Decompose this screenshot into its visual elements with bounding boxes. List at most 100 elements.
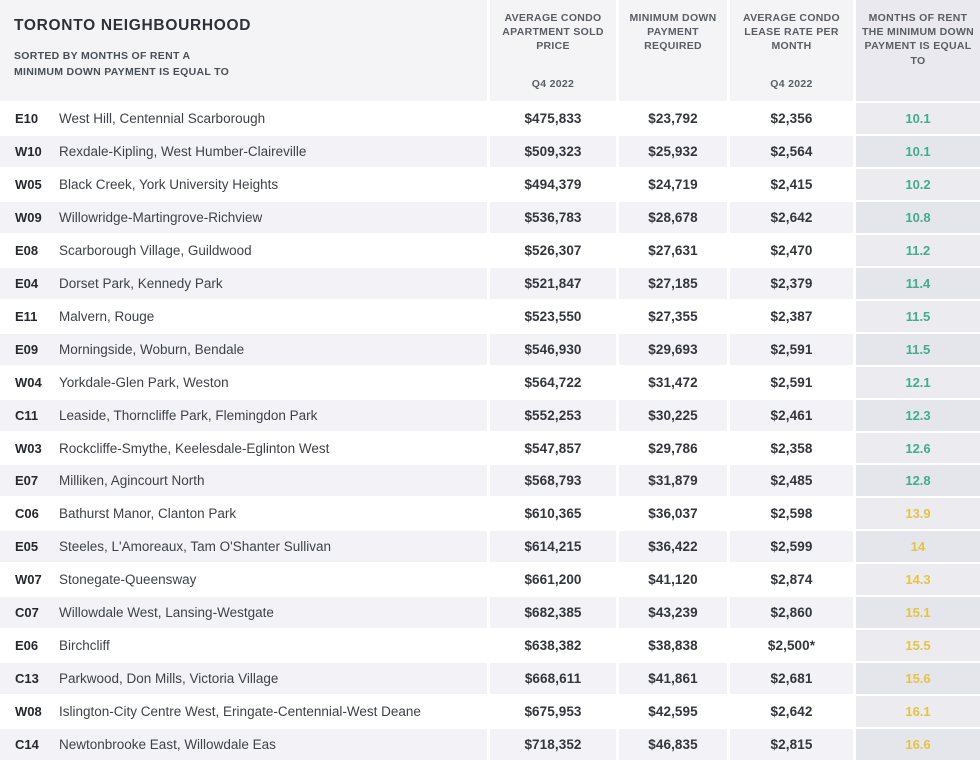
down-payment-cell: $27,355	[619, 300, 727, 332]
table-row: W08 Islington-City Centre West, Eringate…	[0, 696, 980, 728]
lease-rate-cell: $2,642	[730, 696, 853, 728]
down-payment-cell: $28,678	[619, 201, 727, 233]
header-months-of-rent: MONTHS OF RENT THE MINIMUM DOWN PAYMENT …	[856, 0, 980, 101]
sold-price-cell: $526,307	[490, 234, 616, 266]
neighbourhood-cell: W04 Yorkdale-Glen Park, Weston	[0, 366, 487, 398]
down-payment-cell: $30,225	[619, 399, 727, 431]
sold-price-cell: $638,382	[490, 630, 616, 662]
neighbourhood-name: Willowridge-Martingrove-Richview	[59, 209, 263, 225]
neighbourhood-name: Malvern, Rouge	[59, 308, 155, 324]
sold-price-cell: $668,611	[490, 663, 616, 695]
down-payment-cell: $31,879	[619, 465, 727, 497]
table-row: E10 West Hill, Centennial Scarborough $4…	[0, 103, 980, 134]
table-subtitle: SORTED BY MONTHS OF RENT A MINIMUM DOWN …	[14, 48, 477, 81]
sold-price-cell: $718,352	[490, 729, 616, 760]
district-code: C07	[15, 605, 39, 621]
neighbourhood-cell: E07 Milliken, Agincourt North	[0, 465, 487, 497]
neighbourhood-name: Parkwood, Don Mills, Victoria Village	[59, 671, 279, 687]
lease-rate-cell: $2,591	[730, 366, 853, 398]
months-of-rent-cell: 15.6	[856, 663, 980, 695]
table-row: C07 Willowdale West, Lansing-Westgate $6…	[0, 597, 980, 629]
sold-price-cell: $568,793	[490, 465, 616, 497]
neighbourhood-name: Black Creek, York University Heights	[59, 176, 279, 192]
table-title: TORONTO NEIGHBOURHOOD	[14, 17, 252, 34]
table-row: C11 Leaside, Thorncliffe Park, Flemingdo…	[0, 399, 980, 431]
sold-price-cell: $521,847	[490, 267, 616, 299]
sold-price-cell: $547,857	[490, 432, 616, 464]
sold-price-cell: $682,385	[490, 597, 616, 629]
months-of-rent-cell: 12.3	[856, 399, 980, 431]
down-payment-cell: $41,120	[619, 564, 727, 596]
district-code: W09	[15, 209, 42, 225]
neighbourhood-cell: W05 Black Creek, York University Heights	[0, 168, 487, 200]
neighbourhood-name: West Hill, Centennial Scarborough	[59, 110, 266, 126]
neighbourhood-name: Dorset Park, Kennedy Park	[59, 275, 223, 291]
months-of-rent-cell: 15.5	[856, 630, 980, 662]
down-payment-cell: $29,786	[619, 432, 727, 464]
table-row: E05 Steeles, L'Amoreaux, Tam O'Shanter S…	[0, 531, 980, 563]
district-code: E08	[15, 242, 39, 258]
lease-rate-cell: $2,470	[730, 234, 853, 266]
down-payment-cell: $29,693	[619, 333, 727, 365]
neighbourhood-name: Scarborough Village, Guildwood	[59, 242, 252, 258]
neighbourhood-name: Bathurst Manor, Clanton Park	[59, 506, 237, 522]
table-row: E04 Dorset Park, Kennedy Park $521,847 $…	[0, 267, 980, 299]
lease-rate-cell: $2,860	[730, 597, 853, 629]
neighbourhood-name: Steeles, L'Amoreaux, Tam O'Shanter Sulli…	[59, 539, 332, 555]
down-payment-cell: $43,239	[619, 597, 727, 629]
months-of-rent-cell: 11.5	[856, 333, 980, 365]
header-sold-price: AVERAGE CONDO APARTMENT SOLD PRICE Q4 20…	[490, 0, 616, 101]
down-payment-cell: $36,422	[619, 531, 727, 563]
sold-price-cell: $610,365	[490, 498, 616, 530]
lease-rate-cell: $2,356	[730, 103, 853, 134]
district-code: W07	[15, 572, 42, 588]
months-of-rent-cell: 12.6	[856, 432, 980, 464]
months-of-rent-cell: 10.1	[856, 135, 980, 167]
neighbourhood-name: Birchcliff	[59, 638, 110, 654]
district-code: C06	[15, 506, 39, 522]
down-payment-cell: $23,792	[619, 103, 727, 134]
lease-rate-cell: $2,598	[730, 498, 853, 530]
down-payment-cell: $24,719	[619, 168, 727, 200]
neighbourhood-cell: C07 Willowdale West, Lansing-Westgate	[0, 597, 487, 629]
sold-price-cell: $509,323	[490, 135, 616, 167]
lease-rate-cell: $2,874	[730, 564, 853, 596]
table-row: W10 Rexdale-Kipling, West Humber-Clairev…	[0, 135, 980, 167]
table-row: C13 Parkwood, Don Mills, Victoria Villag…	[0, 663, 980, 695]
sold-price-cell: $675,953	[490, 696, 616, 728]
lease-rate-cell: $2,681	[730, 663, 853, 695]
lease-rate-cell: $2,358	[730, 432, 853, 464]
neighbourhood-cell: C14 Newtonbrooke East, Willowdale Eas	[0, 729, 487, 760]
neighbourhood-name: Newtonbrooke East, Willowdale Eas	[59, 737, 276, 753]
lease-rate-cell: $2,599	[730, 531, 853, 563]
sold-price-cell: $564,722	[490, 366, 616, 398]
table-row: W03 Rockcliffe-Smythe, Keelesdale-Eglint…	[0, 432, 980, 464]
table-subtitle-line2: MINIMUM DOWN PAYMENT IS EQUAL TO	[14, 66, 230, 79]
sold-price-cell: $475,833	[490, 103, 616, 134]
table-row: E11 Malvern, Rouge $523,550 $27,355 $2,3…	[0, 300, 980, 332]
down-payment-cell: $25,932	[619, 135, 727, 167]
neighbourhood-cell: C13 Parkwood, Don Mills, Victoria Villag…	[0, 663, 487, 695]
months-of-rent-cell: 16.6	[856, 729, 980, 760]
district-code: C11	[15, 407, 39, 423]
lease-rate-cell: $2,461	[730, 399, 853, 431]
district-code: W05	[15, 176, 42, 192]
months-of-rent-cell: 10.2	[856, 168, 980, 200]
lease-rate-cell: $2,387	[730, 300, 853, 332]
header-neighbourhood: TORONTO NEIGHBOURHOOD SORTED BY MONTHS O…	[0, 0, 487, 101]
down-payment-cell: $27,185	[619, 267, 727, 299]
months-of-rent-cell: 12.8	[856, 465, 980, 497]
table-subtitle-line1: SORTED BY MONTHS OF RENT A	[14, 50, 191, 62]
neighbourhood-cell: W07 Stonegate-Queensway	[0, 564, 487, 596]
neighbourhood-cell: C11 Leaside, Thorncliffe Park, Flemingdo…	[0, 399, 487, 431]
lease-rate-cell: $2,415	[730, 168, 853, 200]
neighbourhood-name: Willowdale West, Lansing-Westgate	[59, 605, 274, 621]
lease-rate-cell: $2,815	[730, 729, 853, 760]
down-payment-cell: $31,472	[619, 366, 727, 398]
district-code: E07	[15, 473, 39, 489]
table-row: E06 Birchcliff $638,382 $38,838 $2,500* …	[0, 630, 980, 662]
neighbourhood-cell: E05 Steeles, L'Amoreaux, Tam O'Shanter S…	[0, 531, 487, 563]
header-sold-price-period: Q4 2022	[531, 78, 575, 90]
months-of-rent-cell: 11.4	[856, 267, 980, 299]
